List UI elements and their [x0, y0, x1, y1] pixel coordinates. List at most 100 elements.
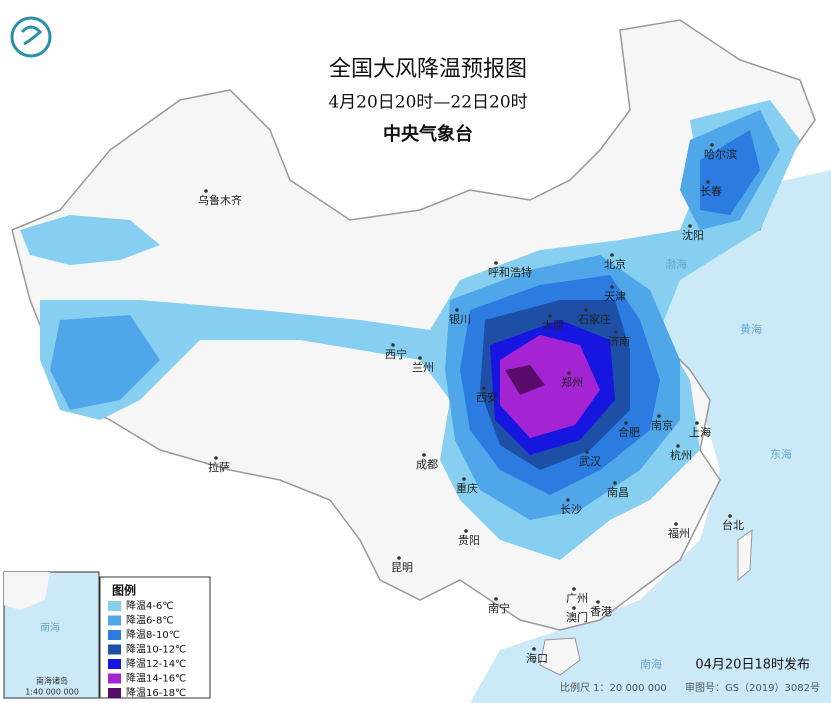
legend-label: 降温16-18℃	[126, 686, 186, 699]
area-16-18	[505, 365, 545, 395]
city-label: 太原	[542, 319, 564, 332]
legend-swatch	[108, 644, 121, 655]
area-8-10	[700, 130, 760, 215]
city-label: 武汉	[579, 455, 601, 468]
city-label: 南宁	[488, 601, 510, 615]
city-dot	[584, 308, 588, 312]
city-dot	[585, 450, 589, 454]
city-dot	[688, 224, 692, 228]
city-label: 沈阳	[682, 228, 704, 242]
sea-label: 渤海	[665, 257, 687, 271]
city-label: 西安	[476, 390, 498, 404]
city-label: 海口	[526, 651, 548, 665]
legend-swatch	[108, 630, 121, 640]
inset-scale: 1:40 000 000	[25, 688, 79, 697]
city-label: 拉萨	[208, 460, 230, 474]
city-label: 呼和浩特	[488, 265, 532, 279]
legend-label: 降温14-16℃	[126, 672, 186, 685]
city-label: 银川	[449, 312, 471, 326]
inset-sea: 南海	[40, 621, 60, 634]
city-dot	[596, 600, 600, 604]
city-dot	[214, 456, 218, 460]
legend-swatch	[108, 688, 121, 698]
city-label: 济南	[608, 334, 630, 348]
sea-label: 南海	[640, 657, 662, 671]
city-label: 石家庄	[578, 312, 611, 326]
sea-label: 黄海	[740, 322, 762, 336]
city-label: 长沙	[560, 503, 582, 516]
city-dot	[674, 522, 678, 526]
city-label: 昆明	[391, 561, 413, 574]
city-label: 西宁	[385, 347, 407, 361]
city-dot	[494, 261, 498, 265]
legend-label: 降温6-8℃	[126, 614, 174, 627]
city-label: 贵阳	[458, 534, 480, 547]
city-dot	[610, 253, 614, 257]
city-label: 兰州	[412, 361, 434, 374]
city-dot	[624, 421, 628, 425]
city-dot	[397, 556, 401, 560]
city-label: 重庆	[456, 481, 478, 495]
city-dot	[613, 481, 617, 485]
legend-swatch	[108, 659, 121, 669]
title: 全国大风降温预报图	[329, 57, 527, 82]
city-dot	[657, 414, 661, 418]
city-label: 乌鲁木齐	[198, 193, 242, 207]
issuer: 中央气象台	[383, 123, 473, 145]
cooling-areas	[20, 100, 800, 560]
city-label: 杭州	[670, 448, 692, 462]
city-dot	[455, 308, 459, 312]
city-label: 福州	[668, 526, 690, 540]
area-4-6	[20, 215, 160, 265]
inset-land	[4, 572, 50, 610]
city-dot	[548, 314, 552, 318]
legend-swatch	[108, 673, 121, 684]
city-dot	[532, 647, 536, 651]
city-label: 上海	[689, 425, 711, 439]
city-label: 广州	[566, 592, 588, 605]
area-14-16	[500, 335, 600, 438]
city-dot	[391, 343, 395, 347]
map-number: 审图号：GS（2019）3082号	[685, 681, 820, 694]
city-label: 成都	[416, 458, 438, 471]
city-label: 南昌	[607, 486, 629, 499]
city-dot	[566, 498, 570, 502]
sea-label: 东海	[770, 447, 792, 461]
city-label: 北京	[604, 257, 626, 271]
city-label: 台北	[722, 518, 744, 532]
city-dot	[482, 386, 486, 390]
scale: 比例尺 1：20 000 000	[560, 681, 667, 694]
city-dot	[204, 189, 208, 193]
legend-title: 图例	[112, 583, 136, 598]
city-label: 天津	[604, 290, 626, 303]
city-label: 南京	[651, 418, 673, 432]
hainan	[539, 637, 581, 676]
city-dot	[676, 444, 680, 448]
city-label: 郑州	[561, 375, 583, 389]
city-labels: 乌鲁木齐 哈尔滨长春沈阳呼和浩特 北京天津银川太原 石家庄济南西宁兰州郑州西安合肥南京…	[198, 143, 744, 665]
city-label: 哈尔滨	[704, 147, 737, 161]
legend-swatch	[108, 601, 121, 611]
inset-label: 南海诸岛	[36, 676, 68, 686]
logo-mark	[20, 25, 43, 46]
taiwan	[737, 528, 753, 582]
city-dot	[567, 371, 571, 375]
city-label: 合肥	[618, 425, 640, 439]
city-dot	[572, 587, 576, 591]
city-dot	[706, 180, 710, 184]
area-6-8	[50, 315, 160, 410]
city-dot	[462, 477, 466, 481]
legend-swatch	[108, 615, 121, 626]
period: 4月20日20时—22日20时	[328, 93, 527, 113]
city-dot	[572, 606, 576, 610]
city-dot	[494, 597, 498, 601]
city-dot	[610, 285, 614, 289]
city-dot	[728, 514, 732, 518]
city-dot	[695, 421, 699, 425]
city-label: 香港	[590, 605, 612, 618]
city-label: 长春	[700, 185, 722, 198]
city-dot	[710, 143, 714, 147]
legend-label: 降温10-12℃	[126, 643, 186, 656]
